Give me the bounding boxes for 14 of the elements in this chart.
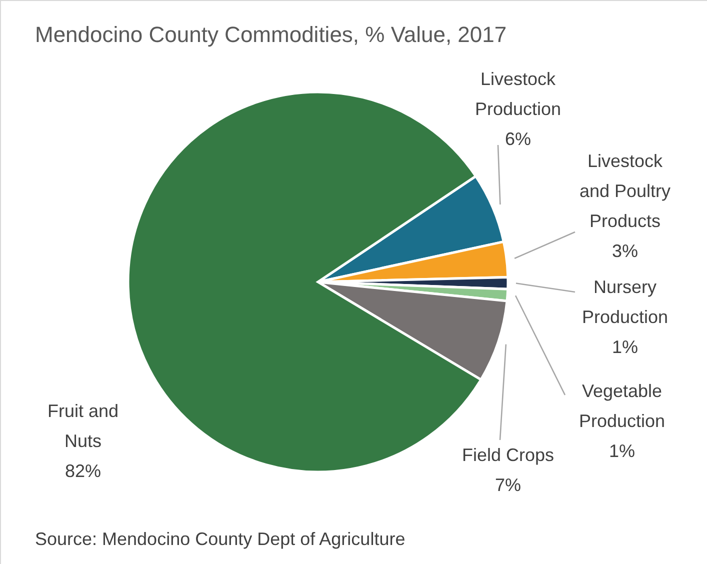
data-label: 3% (612, 241, 638, 261)
data-label: 7% (494, 475, 522, 495)
chart-title: Mendocino County Commodities, % Value, 2017 (35, 22, 507, 47)
slice-label: Livestock and Poultry Products (579, 151, 671, 231)
slice-label: Fruit and Nuts (47, 401, 119, 451)
slice-label: Nursery Production (582, 277, 668, 327)
data-label: 82% (64, 461, 102, 481)
slice-label: Field Crops (462, 445, 554, 465)
data-label: 6% (504, 129, 532, 149)
slice-label: Livestock Production (474, 69, 562, 119)
source-note: Source: Mendocino County Dept of Agriculture (35, 529, 406, 549)
slice-label: Vegetable Production (578, 381, 666, 431)
data-label: 1% (612, 337, 638, 357)
data-label: 1% (608, 441, 636, 461)
